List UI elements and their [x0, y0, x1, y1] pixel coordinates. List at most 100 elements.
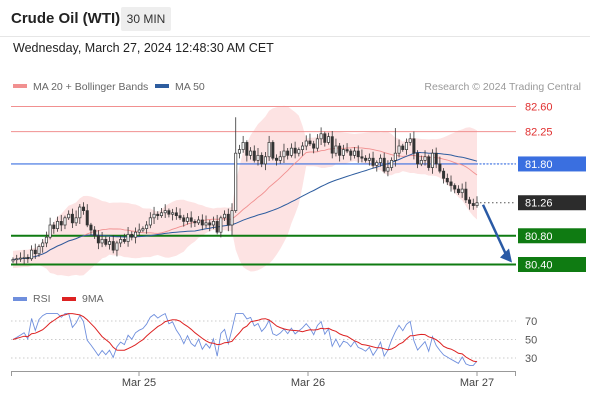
candle-body: [460, 188, 464, 194]
candle-body: [338, 145, 342, 156]
candle-body: [33, 249, 37, 255]
time-tick-label-2: Mar 27: [460, 377, 494, 389]
candle-body: [360, 156, 364, 159]
candle-body: [178, 215, 182, 219]
candle-body: [145, 224, 149, 229]
candle-body: [449, 181, 453, 186]
candle-body: [111, 241, 115, 251]
ma50-swatch: [155, 84, 169, 88]
candle-body: [93, 229, 97, 237]
candle-body: [89, 224, 93, 231]
candle-body: [286, 150, 290, 156]
candle-body: [327, 136, 331, 143]
candle-body: [297, 149, 301, 154]
projection-arrow-shaft: [481, 204, 508, 256]
candle-body: [334, 145, 338, 154]
candle-body: [471, 203, 475, 206]
projection-arrow-head: [500, 248, 512, 263]
candle-body: [193, 221, 197, 224]
candle-body: [364, 157, 368, 161]
candle-body: [430, 152, 434, 168]
candle-body: [475, 202, 479, 206]
candle-body: [427, 156, 431, 168]
time-tick-label-1: Mar 26: [291, 377, 325, 389]
candle-body: [468, 199, 472, 204]
candle-body: [185, 217, 189, 222]
rsi-swatch: [13, 297, 27, 301]
support-label-4: 80.80: [525, 231, 553, 243]
candle-body: [30, 249, 34, 260]
candle-body: [156, 213, 160, 217]
timestamp: Wednesday, March 27, 2024 12:48:30 AM CE…: [13, 41, 274, 55]
candle-body: [416, 152, 420, 165]
candle-body: [189, 217, 193, 222]
bollinger-band: [13, 105, 477, 277]
instrument-title: Crude Oil (WTI): [11, 10, 121, 27]
candle-body: [44, 236, 48, 244]
candle-body: [223, 213, 227, 219]
candle-body: [301, 145, 305, 150]
candle-body: [256, 154, 260, 161]
rsi-line: [12, 312, 478, 366]
candle-body: [174, 212, 178, 217]
candle-body: [390, 160, 394, 168]
candle-body: [456, 188, 460, 194]
candle-body: [119, 239, 123, 244]
candle-body: [230, 210, 234, 226]
candle-body: [386, 167, 390, 172]
bollinger-fill: [13, 105, 477, 277]
candle-body: [304, 140, 308, 147]
rsi-tick-label-2: 30: [525, 353, 537, 365]
candle-body: [11, 259, 15, 262]
candle-body: [278, 156, 282, 161]
candle-body: [438, 163, 442, 172]
candle-body: [434, 152, 438, 165]
candle-body: [367, 157, 371, 161]
rsi-legend: RSI 9MA: [13, 293, 104, 305]
candle-body: [234, 152, 238, 211]
candle-body: [401, 145, 405, 150]
candle-body: [289, 147, 293, 156]
candle-body: [423, 156, 427, 161]
moving-averages: [12, 147, 478, 260]
candle-body: [237, 149, 241, 154]
pivot-tag: [518, 156, 586, 172]
candle-body: [115, 242, 119, 251]
candle-body: [464, 188, 468, 201]
candle-body: [245, 142, 249, 156]
candle-body: [15, 258, 19, 261]
candle-body: [323, 133, 327, 143]
candle-body: [141, 228, 145, 231]
rsi-tick-label-1: 50: [525, 335, 537, 347]
candle-body: [159, 212, 163, 217]
candle-body: [208, 222, 212, 226]
credit-text: Research © 2024 Trading Central: [424, 81, 581, 93]
candle-body: [445, 177, 449, 183]
candle-body: [70, 213, 74, 224]
candle-body: [182, 217, 186, 222]
candle-body: [200, 219, 204, 226]
candle-body: [382, 157, 386, 172]
candle-body: [204, 222, 208, 226]
candle-body: [82, 206, 86, 211]
candle-body: [282, 150, 286, 158]
rsi-ma-line: [12, 313, 478, 363]
candle-body: [215, 221, 219, 233]
candle-body: [404, 142, 408, 150]
rsi-legend-label: RSI: [33, 293, 51, 305]
projection-arrow: [481, 204, 512, 263]
candle-body: [241, 142, 245, 150]
candle-body: [219, 217, 223, 233]
ma50-line: [12, 151, 478, 260]
candle-body: [167, 210, 171, 215]
candle-body: [263, 156, 267, 165]
candle-body: [148, 217, 152, 226]
support-tag-4: [518, 228, 586, 244]
candles: [11, 117, 479, 265]
level-tags: 82.60 82.25 81.80 81.26 80.80 80.40: [518, 102, 586, 272]
candle-body: [349, 150, 353, 156]
candle-body: [22, 256, 26, 259]
timeframe-button[interactable]: 30 MIN: [121, 7, 171, 31]
candle-body: [260, 154, 264, 165]
